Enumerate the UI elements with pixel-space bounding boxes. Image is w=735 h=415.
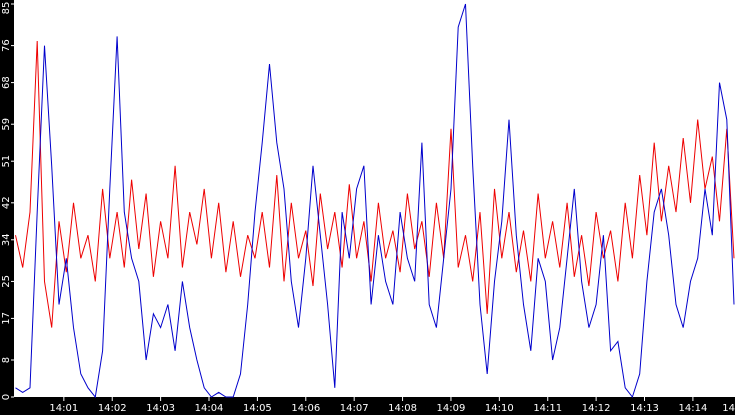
x-tick-label: 14:02 <box>98 403 127 414</box>
x-tick-label: 14:13 <box>630 403 659 414</box>
x-tick-label: 14:12 <box>582 403 611 414</box>
y-tick-label: 59 <box>1 118 12 131</box>
y-tick-label: 42 <box>1 196 12 209</box>
x-tick-label: 14:08 <box>388 403 417 414</box>
x-tick-label: 14:10 <box>485 403 514 414</box>
y-tick-label: 68 <box>1 76 12 89</box>
x-tick-label: 14:03 <box>146 403 175 414</box>
series-line <box>15 3 735 399</box>
x-tick-label: 14:11 <box>533 403 562 414</box>
x-tick-label: 14:05 <box>243 403 272 414</box>
y-tick-label: 51 <box>1 155 12 168</box>
y-tick-label: 8 <box>1 357 12 363</box>
plot-area <box>14 0 735 397</box>
series-line <box>15 40 735 328</box>
x-tick-label: 14:06 <box>291 403 320 414</box>
y-tick-label: 85 <box>1 2 12 15</box>
x-tick-label: 14 <box>722 403 735 414</box>
x-tick-label: 14:04 <box>195 403 224 414</box>
x-tick-label: 14:07 <box>340 403 369 414</box>
y-tick-label: 17 <box>1 312 12 325</box>
x-tick-label: 14:01 <box>49 403 78 414</box>
y-tick-label: 0 <box>1 394 12 400</box>
y-tick-label: 76 <box>1 39 12 52</box>
x-tick-label: 14:14 <box>678 403 707 414</box>
y-tick-label: 34 <box>1 233 12 246</box>
x-tick-label: 14:09 <box>437 403 466 414</box>
y-tick-label: 25 <box>1 275 12 288</box>
